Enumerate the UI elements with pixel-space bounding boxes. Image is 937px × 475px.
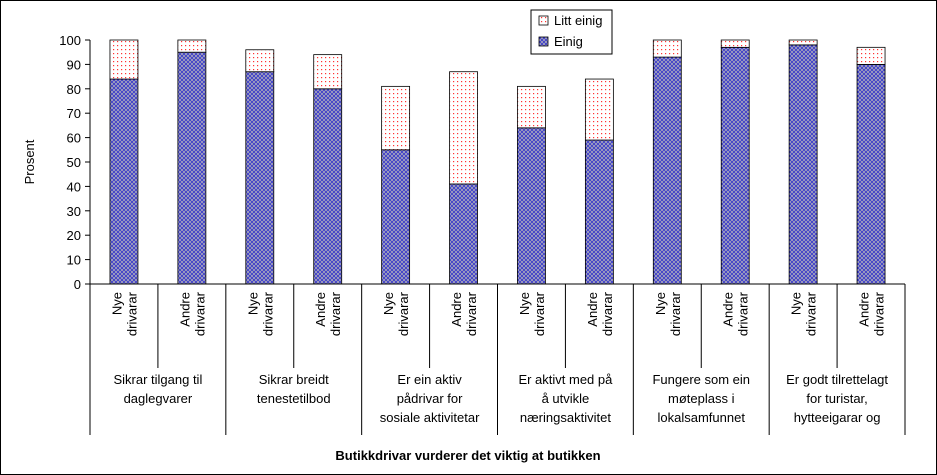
group-label: for turistar, bbox=[806, 391, 867, 406]
group-label: Er ein aktiv bbox=[397, 372, 462, 387]
bar-segment bbox=[381, 85, 411, 151]
x-tick-label: Andredrivarar bbox=[585, 291, 615, 336]
y-tick-label: 20 bbox=[67, 228, 81, 243]
x-tick-label: Andredrivarar bbox=[857, 291, 887, 336]
bar-segment bbox=[177, 39, 207, 53]
group-label: pådrivar for bbox=[397, 391, 463, 406]
bar-segment bbox=[449, 183, 478, 285]
y-tick-label: 60 bbox=[67, 131, 81, 146]
x-tick-label: Andredrivarar bbox=[177, 291, 207, 336]
group-label: lokalsamfunnet bbox=[658, 410, 746, 425]
y-tick-label: 50 bbox=[67, 155, 81, 170]
bar-segment bbox=[788, 44, 818, 285]
bar-segment bbox=[856, 46, 886, 65]
x-tick-label: Andredrivarar bbox=[313, 291, 343, 336]
bar-segment bbox=[720, 39, 750, 48]
bar-segment bbox=[517, 127, 546, 285]
x-tick-label: Nyedrivarar bbox=[653, 291, 683, 336]
group-label: Er godt tilrettelagt bbox=[786, 372, 888, 387]
group-label: Fungere som ein bbox=[652, 372, 750, 387]
bar-segment bbox=[584, 78, 614, 141]
group-label: møteplass i bbox=[668, 391, 735, 406]
x-tick-label: Nyedrivarar bbox=[789, 291, 819, 336]
y-tick-label: 0 bbox=[74, 277, 81, 292]
group-label: å utvikle bbox=[542, 391, 590, 406]
x-tick-label: Nyedrivarar bbox=[245, 291, 275, 336]
legend-label: Litt einig bbox=[554, 13, 602, 28]
bar-segment bbox=[584, 139, 614, 285]
legend-swatch bbox=[538, 36, 549, 47]
x-tick-label: Andredrivarar bbox=[721, 291, 751, 336]
bar-segment bbox=[652, 39, 682, 58]
bar-segment bbox=[245, 49, 275, 73]
bar-segment bbox=[381, 149, 411, 285]
y-tick-label: 10 bbox=[67, 253, 81, 268]
group-label: daglegvarer bbox=[124, 391, 193, 406]
legend-label: Einig bbox=[554, 34, 583, 49]
bar-segment bbox=[788, 39, 818, 46]
y-tick-label: 100 bbox=[59, 33, 81, 48]
legend-box bbox=[530, 9, 613, 55]
group-label: Sikrar breidt bbox=[259, 372, 329, 387]
y-tick-label: 80 bbox=[67, 82, 81, 97]
bar-segment bbox=[449, 71, 478, 185]
group-label: sosiale aktivitetar bbox=[380, 410, 480, 425]
x-tick-label: Nyedrivarar bbox=[109, 291, 139, 336]
legend-swatch bbox=[538, 15, 549, 26]
y-tick-label: 30 bbox=[67, 204, 81, 219]
x-tick-label: Nyedrivarar bbox=[381, 291, 411, 336]
x-tick-label: Nyedrivarar bbox=[517, 291, 547, 336]
bar-segment bbox=[517, 85, 546, 129]
y-tick-label: 70 bbox=[67, 106, 81, 121]
bar-segment bbox=[856, 64, 886, 285]
y-tick-label: 90 bbox=[67, 57, 81, 72]
bar-segment bbox=[109, 78, 139, 285]
group-label: Sikrar tilgang til bbox=[113, 372, 202, 387]
group-label: tenestetilbod bbox=[257, 391, 331, 406]
y-tick-label: 40 bbox=[67, 179, 81, 194]
group-label: Er aktivt med på bbox=[518, 372, 613, 387]
bar-segment bbox=[245, 71, 275, 285]
bar-segment bbox=[177, 51, 207, 285]
x-tick-label: Andredrivarar bbox=[449, 291, 479, 336]
group-label: hytteeigarar og bbox=[794, 410, 881, 425]
bar-segment bbox=[109, 39, 139, 80]
y-axis-label: Prosent bbox=[22, 139, 37, 184]
bar-segment bbox=[313, 88, 343, 285]
group-label: næringsaktivitet bbox=[520, 410, 611, 425]
bar-segment bbox=[720, 46, 750, 285]
x-axis-label: Butikkdrivar vurderer det viktig at buti… bbox=[335, 448, 600, 463]
bar-segment bbox=[652, 56, 682, 285]
bar-segment bbox=[313, 54, 343, 90]
